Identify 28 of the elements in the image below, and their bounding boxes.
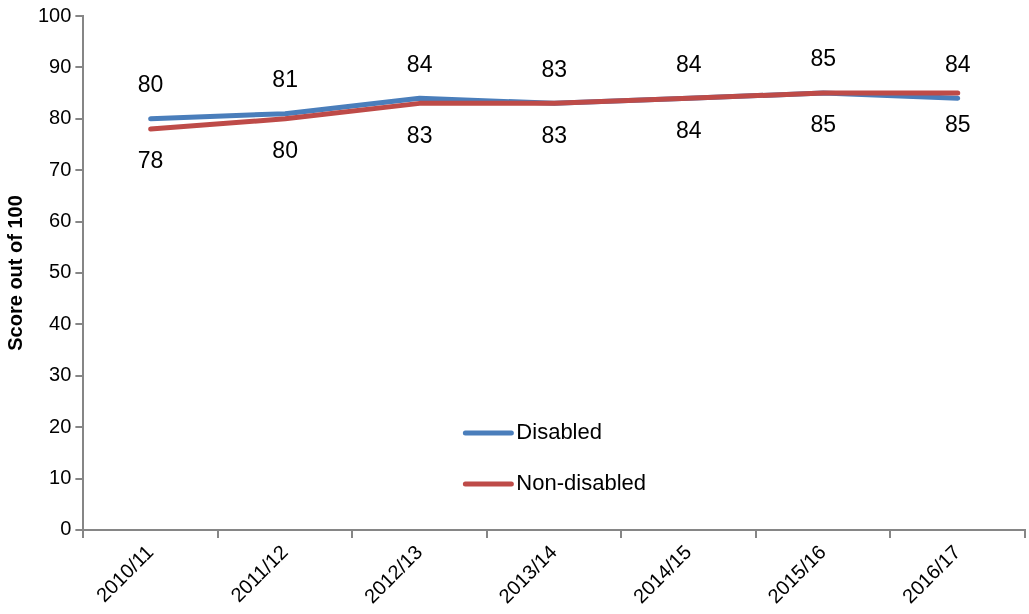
y-tick-label: 80 [49,106,72,129]
y-tick-label: 40 [49,311,72,334]
y-tick-label: 90 [49,54,72,77]
y-tick-label: 10 [49,466,72,489]
data-label: 78 [137,147,164,174]
data-label: 85 [810,111,837,138]
y-tick-label: 50 [49,260,72,283]
data-label: 84 [675,50,702,77]
data-label: 80 [272,137,298,164]
data-label: 84 [406,50,433,77]
data-label: 80 [137,71,164,98]
y-tick-label: 30 [49,363,72,386]
data-label: 84 [675,116,702,143]
data-label: 83 [541,55,567,82]
data-label: 84 [944,50,971,77]
y-tick-label: 0 [60,517,72,540]
data-label: 85 [810,45,837,72]
y-tick-label: 70 [49,157,72,180]
legend-label: Disabled [516,418,602,444]
data-label: 83 [541,121,567,148]
y-tick-label: 20 [49,414,72,437]
y-tick-label: 60 [49,209,72,232]
legend-label: Non-disabled [516,469,647,495]
data-label: 85 [944,111,971,138]
y-tick-label: 100 [37,3,72,26]
data-label: 81 [272,65,298,92]
data-label: 83 [406,121,433,148]
y-axis-title: Score out of 100 [3,195,26,351]
